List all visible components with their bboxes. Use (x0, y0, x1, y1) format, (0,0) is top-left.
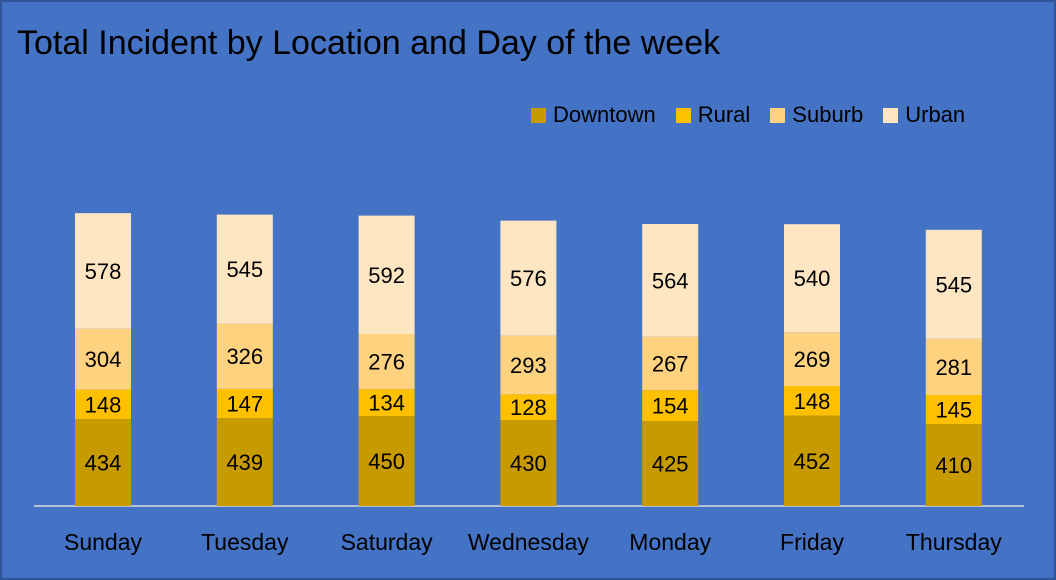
bar-segment-suburb-wednesday (500, 335, 557, 395)
bar-segment-rural-tuesday (216, 388, 273, 419)
data-label: 269 (794, 347, 831, 372)
bar-segment-rural-sunday (75, 389, 131, 420)
data-label: 450 (368, 449, 405, 474)
bar-segment-downtown-wednesday (500, 420, 557, 506)
data-label: 145 (935, 398, 972, 423)
data-label: 545 (226, 257, 263, 282)
legend-label: Suburb (792, 102, 864, 127)
x-tick-label: Tuesday (201, 529, 289, 555)
bar-stack-tuesday: 439 147 326 545 (216, 214, 273, 506)
legend-swatch (883, 107, 899, 123)
legend-label: Urban (905, 102, 966, 127)
bar-stack-sunday: 434 148 304 578 (75, 213, 131, 506)
bar-segment-suburb-tuesday (216, 323, 273, 389)
data-label: 425 (652, 452, 689, 477)
bar-segment-suburb-friday (784, 332, 840, 386)
bar-stack-monday: 425 154 267 564 (642, 224, 699, 506)
bar-segment-urban-friday (784, 224, 840, 333)
bar-stack-wednesday: 430 128 293 576 (500, 220, 557, 506)
x-tick-label: Wednesday (468, 529, 590, 555)
data-label: 592 (368, 263, 405, 288)
data-label: 134 (368, 391, 405, 416)
bar-stack-friday: 452 148 269 540 (784, 224, 840, 506)
bar-segment-urban-tuesday (216, 214, 273, 324)
data-label: 439 (226, 450, 263, 475)
data-label: 276 (368, 350, 405, 375)
data-label: 430 (510, 451, 547, 476)
bar-segment-downtown-monday (642, 421, 699, 506)
legend-item-rural: Rural (675, 102, 751, 128)
bar-segment-urban-thursday (925, 229, 982, 339)
data-label: 540 (794, 266, 831, 291)
bar-segment-urban-sunday (75, 213, 131, 329)
bar-segment-downtown-saturday (358, 416, 415, 506)
data-label: 564 (652, 268, 689, 293)
bar-segment-urban-saturday (358, 215, 415, 334)
data-label: 293 (510, 353, 547, 378)
bar-segment-urban-wednesday (500, 220, 557, 336)
data-label: 545 (935, 272, 972, 297)
legend-item-urban: Urban (883, 102, 965, 128)
data-label: 148 (794, 389, 831, 414)
bar-segment-rural-friday (784, 386, 840, 416)
bar-segment-rural-saturday (358, 389, 415, 416)
data-label: 128 (510, 395, 547, 420)
data-label: 326 (226, 344, 263, 369)
bar-stack-saturday: 450 134 276 592 (358, 215, 415, 506)
bar-segment-downtown-friday (784, 415, 840, 506)
x-tick-label: Thursday (906, 529, 1002, 555)
bar-segment-rural-monday (642, 390, 699, 421)
bar-segment-suburb-thursday (925, 338, 982, 395)
data-label: 410 (935, 453, 972, 478)
legend-item-downtown: Downtown (531, 102, 656, 128)
data-label: 434 (85, 451, 122, 476)
bar-segment-urban-monday (642, 224, 699, 337)
x-tick-label: Sunday (64, 529, 143, 555)
data-label: 576 (510, 266, 547, 291)
data-label: 578 (85, 259, 122, 284)
data-label: 148 (85, 392, 122, 417)
bar-segment-rural-wednesday (500, 394, 557, 420)
data-label: 304 (85, 347, 122, 372)
bar-stack-thursday: 410 145 281 545 (925, 229, 982, 506)
x-tick-label: Friday (780, 529, 844, 555)
legend-swatch (531, 107, 546, 123)
data-label: 147 (226, 392, 263, 417)
legend-label: Rural (697, 102, 751, 127)
data-label: 281 (935, 355, 972, 380)
bar-segment-rural-thursday (925, 395, 982, 424)
bar-segment-downtown-thursday (925, 424, 982, 506)
data-label: 452 (794, 449, 831, 474)
data-label: 267 (652, 352, 689, 377)
bar-segment-suburb-sunday (75, 328, 131, 390)
legend: Downtown Rural Suburb Urban (531, 102, 965, 128)
bar-segment-suburb-saturday (358, 334, 415, 390)
legend-swatch (770, 107, 786, 123)
bar-segment-suburb-monday (642, 336, 699, 391)
x-tick-label: Monday (629, 529, 711, 555)
bar-segment-downtown-tuesday (216, 418, 273, 506)
legend-item-suburb: Suburb (770, 102, 863, 128)
legend-swatch (675, 107, 691, 123)
chart-title: Total Incident by Location and Day of th… (17, 24, 721, 62)
x-tick-label: Saturday (341, 529, 434, 555)
bar-segment-downtown-sunday (75, 419, 131, 506)
data-label: 154 (652, 394, 689, 419)
legend-label: Downtown (553, 102, 656, 127)
